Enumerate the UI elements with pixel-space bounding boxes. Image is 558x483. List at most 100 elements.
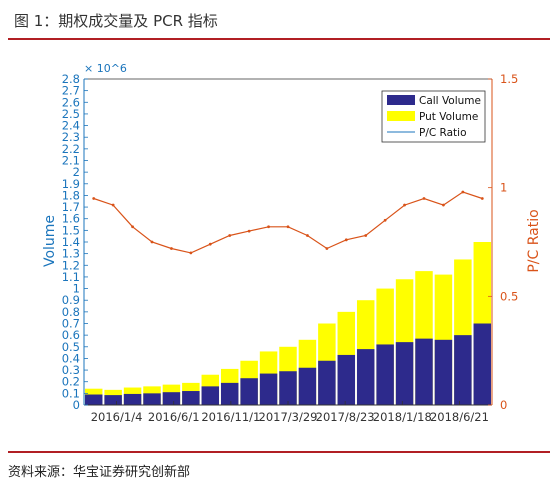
pc-ratio-point [208, 242, 212, 246]
pc-ratio-point [92, 197, 96, 200]
y-axis-label: Volume [42, 215, 58, 267]
call-volume-bar [337, 354, 356, 405]
call-volume-bar [143, 393, 161, 405]
y-tick-label: 1.1 [62, 270, 80, 284]
pc-ratio-point [442, 203, 445, 207]
pc-ratio-point [344, 238, 348, 242]
call-volume-bar [415, 338, 433, 405]
legend-swatch-put [387, 111, 415, 121]
y-tick-label: 0.1 [62, 386, 80, 400]
volume-pcr-chart: 00.10.20.30.40.50.60.70.80.911.11.21.31.… [42, 62, 542, 424]
call-volume-bar [395, 342, 414, 405]
axes-layer: 00.10.20.30.40.50.60.70.80.911.11.21.31.… [62, 72, 519, 424]
source-note: 资料来源：华宝证券研究创新部 [8, 465, 191, 480]
title-rule [8, 38, 550, 40]
source-rule [8, 451, 550, 453]
pc-ratio-point [422, 197, 426, 200]
call-volume-bar [298, 367, 317, 405]
y-tick-label: 0.8 [62, 305, 80, 319]
y2-tick-label: 1 [500, 181, 507, 195]
legend-swatch-call [387, 95, 415, 105]
x-tick-label: 2016/6/1 [148, 410, 200, 424]
y-tick-label: 0 [73, 398, 80, 412]
call-volume-bar [201, 386, 220, 405]
y-tick-label: 1.2 [62, 258, 80, 272]
y-tick-label: 0.6 [62, 328, 80, 342]
x-tick-label: 2017/3/29 [259, 410, 318, 424]
x-tick-label: 2016/1/4 [91, 410, 143, 424]
x-tick-label: 2018/6/21 [430, 410, 489, 424]
call-volume-bar [104, 395, 122, 405]
pc-ratio-point [131, 225, 134, 229]
y-tick-label: 2.7 [62, 84, 80, 98]
pc-ratio-point [403, 203, 406, 207]
x-tick-label: 2018/1/18 [373, 410, 432, 424]
y-tick-label: 0.4 [62, 351, 80, 365]
pc-ratio-point [247, 229, 251, 233]
pc-ratio-line [93, 191, 483, 254]
y-tick-label: 1.5 [62, 223, 80, 237]
call-volume-bar [473, 323, 492, 405]
pc-ratio-point [189, 251, 193, 255]
pc-ratio-point [286, 225, 290, 229]
pc-ratio-point [228, 234, 232, 237]
legend-label-ratio: P/C Ratio [419, 127, 467, 139]
figure-title: 图 1：期权成交量及 PCR 指标 [14, 12, 218, 30]
y-tick-label: 1.6 [62, 212, 80, 226]
y-tick-label: 2.4 [62, 119, 80, 133]
y-tick-label: 0.2 [62, 375, 80, 389]
pc-ratio-point [364, 234, 368, 237]
y-tick-label: 2.1 [62, 154, 80, 168]
y-tick-label: 2 [73, 165, 80, 179]
pc-ratio-point [150, 240, 154, 244]
y-tick-label: 2.2 [62, 142, 80, 156]
x-tick-label: 2017/8/23 [316, 410, 375, 424]
y-tick-label: 1.4 [62, 235, 80, 249]
y2-axis-label: P/C Ratio [526, 209, 542, 272]
y-tick-label: 2.6 [62, 95, 80, 109]
call-volume-bar [220, 382, 239, 405]
call-volume-bar [123, 393, 142, 405]
call-volume-bar [318, 360, 336, 405]
call-volume-bar [356, 349, 375, 405]
y-tick-label: 1 [73, 282, 80, 296]
y2-tick-label: 0.5 [500, 289, 518, 303]
pc-ratio-point [267, 225, 270, 229]
legend: Call Volume Put Volume P/C Ratio [381, 90, 486, 143]
y-tick-label: 0.7 [62, 317, 80, 331]
call-volume-bar [279, 371, 297, 405]
call-volume-bar [376, 344, 394, 405]
bars-layer [84, 242, 492, 405]
y2-tick-label: 0 [500, 398, 507, 412]
call-volume-bar [84, 394, 103, 405]
pc-ratio-point [383, 218, 387, 222]
y-tick-label: 2.5 [62, 107, 80, 121]
y-tick-label: 2.3 [62, 130, 80, 144]
y-tick-label: 1.3 [62, 247, 80, 261]
legend-label-put: Put Volume [419, 111, 478, 123]
pc-ratio-point [111, 203, 115, 207]
y-tick-label: 1.7 [62, 200, 80, 214]
pc-ratio-point [170, 247, 173, 250]
y-tick-label: 0.3 [62, 363, 80, 377]
ratio-line-layer [92, 190, 484, 255]
call-volume-bar [434, 339, 453, 405]
pc-ratio-point [325, 247, 329, 250]
legend-label-call: Call Volume [419, 95, 481, 107]
y-tick-label: 0.9 [62, 293, 80, 307]
pc-ratio-point [480, 197, 484, 200]
y-tick-label: 1.9 [62, 177, 80, 191]
y-exponent-label: × 10^6 [84, 62, 127, 75]
pc-ratio-point [461, 190, 465, 194]
y2-tick-label: 1.5 [500, 72, 518, 86]
y-tick-label: 0.5 [62, 340, 80, 354]
call-volume-bar [162, 392, 181, 405]
y-tick-label: 1.8 [62, 188, 80, 202]
call-volume-bar [240, 378, 258, 405]
x-tick-label: 2016/11/1 [201, 410, 260, 424]
call-volume-bar [182, 391, 200, 405]
y-tick-label: 2.8 [62, 72, 80, 86]
call-volume-bar [259, 373, 278, 405]
call-volume-bar [454, 335, 472, 405]
pc-ratio-point [306, 234, 309, 237]
